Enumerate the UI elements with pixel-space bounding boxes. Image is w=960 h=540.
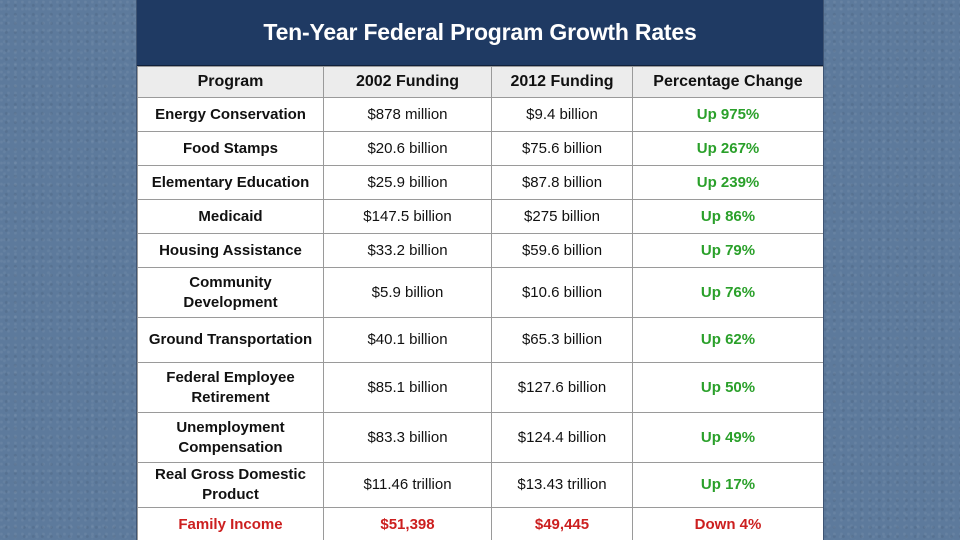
change-cell: Up 86%	[632, 199, 823, 234]
funding-2012-cell: $13.43 trillion	[491, 462, 633, 508]
table-row: Energy Conservation $878 million $9.4 bi…	[137, 97, 823, 132]
funding-2012-cell: $75.6 billion	[491, 131, 633, 166]
program-cell: Federal Employee Retirement	[137, 362, 324, 413]
change-cell: Up 62%	[632, 317, 823, 363]
program-cell: Energy Conservation	[137, 97, 324, 132]
funding-2012-cell: $10.6 billion	[491, 267, 633, 318]
funding-2002-cell: $51,398	[323, 507, 492, 540]
table-row: Medicaid $147.5 billion $275 billion Up …	[137, 199, 823, 234]
change-cell: Up 76%	[632, 267, 823, 318]
table-row-family-income: Family Income $51,398 $49,445 Down 4%	[137, 507, 823, 540]
funding-2002-cell: $85.1 billion	[323, 362, 492, 413]
change-cell: Up 79%	[632, 233, 823, 268]
funding-2012-cell: $87.8 billion	[491, 165, 633, 200]
funding-2002-cell: $11.46 trillion	[323, 462, 492, 508]
funding-2002-cell: $20.6 billion	[323, 131, 492, 166]
change-cell: Up 267%	[632, 131, 823, 166]
funding-2002-cell: $40.1 billion	[323, 317, 492, 363]
funding-2012-cell: $59.6 billion	[491, 233, 633, 268]
change-cell: Down 4%	[632, 507, 823, 540]
funding-2012-cell: $127.6 billion	[491, 362, 633, 413]
change-cell: Up 49%	[632, 412, 823, 463]
table-title: Ten-Year Federal Program Growth Rates	[137, 0, 823, 66]
column-header-program: Program	[137, 66, 324, 98]
program-cell: Ground Transportation	[137, 317, 324, 363]
program-cell: Elementary Education	[137, 165, 324, 200]
program-cell: Real Gross Domestic Product	[137, 462, 324, 508]
program-cell: Unemployment Compensation	[137, 412, 324, 463]
program-cell: Community Development	[137, 267, 324, 318]
header-row: Program 2002 Funding 2012 Funding Percen…	[137, 66, 823, 98]
table-row: Federal Employee Retirement $85.1 billio…	[137, 362, 823, 413]
column-header-2002: 2002 Funding	[323, 66, 492, 98]
funding-2002-cell: $147.5 billion	[323, 199, 492, 234]
program-cell: Family Income	[137, 507, 324, 540]
funding-2002-cell: $25.9 billion	[323, 165, 492, 200]
funding-2012-cell: $65.3 billion	[491, 317, 633, 363]
funding-2002-cell: $5.9 billion	[323, 267, 492, 318]
funding-2012-cell: $275 billion	[491, 199, 633, 234]
slide: Ten-Year Federal Program Growth Rates Pr…	[137, 0, 823, 540]
column-header-2012: 2012 Funding	[491, 66, 633, 98]
column-header-change: Percentage Change	[632, 66, 823, 98]
table-row: Housing Assistance $33.2 billion $59.6 b…	[137, 233, 823, 268]
program-cell: Medicaid	[137, 199, 324, 234]
funding-2002-cell: $878 million	[323, 97, 492, 132]
funding-table: Program 2002 Funding 2012 Funding Percen…	[137, 66, 823, 540]
funding-2002-cell: $83.3 billion	[323, 412, 492, 463]
change-cell: Up 975%	[632, 97, 823, 132]
change-cell: Up 17%	[632, 462, 823, 508]
table-row: Unemployment Compensation $83.3 billion …	[137, 412, 823, 463]
funding-2012-cell: $9.4 billion	[491, 97, 633, 132]
funding-2012-cell: $49,445	[491, 507, 633, 540]
table-row: Ground Transportation $40.1 billion $65.…	[137, 317, 823, 363]
change-cell: Up 239%	[632, 165, 823, 200]
change-cell: Up 50%	[632, 362, 823, 413]
funding-2002-cell: $33.2 billion	[323, 233, 492, 268]
program-cell: Food Stamps	[137, 131, 324, 166]
table-row: Elementary Education $25.9 billion $87.8…	[137, 165, 823, 200]
table-row: Community Development $5.9 billion $10.6…	[137, 267, 823, 318]
table-row: Real Gross Domestic Product $11.46 trill…	[137, 462, 823, 508]
table-row: Food Stamps $20.6 billion $75.6 billion …	[137, 131, 823, 166]
program-cell: Housing Assistance	[137, 233, 324, 268]
funding-2012-cell: $124.4 billion	[491, 412, 633, 463]
